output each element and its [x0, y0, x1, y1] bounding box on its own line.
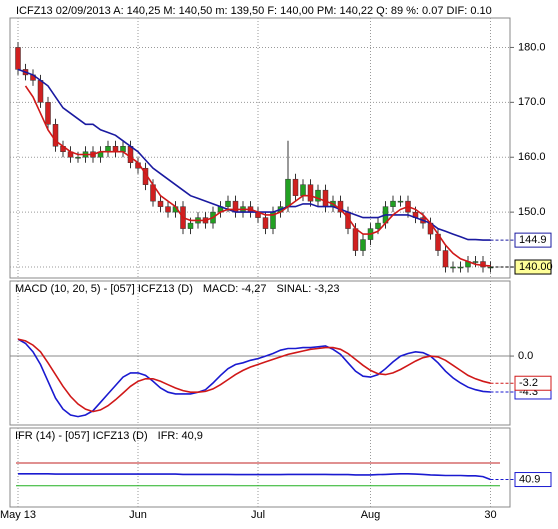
candle-body: [52, 124, 59, 147]
candle-body: [127, 146, 134, 163]
x-tick-label: Jul: [251, 509, 265, 521]
candle-body: [225, 200, 231, 207]
candle-body: [262, 217, 269, 229]
candle-body: [360, 239, 366, 251]
legend-entry: SINAL: -3,23: [276, 283, 339, 295]
x-tick-label: Jun: [129, 509, 147, 521]
legend-entry: MACD: -4,27: [203, 283, 267, 295]
y-tick-label: 180.0: [518, 41, 546, 53]
value-label: 140.00: [519, 261, 553, 273]
candle-body: [375, 222, 381, 229]
candle-body: [472, 261, 479, 263]
candle-body: [457, 266, 464, 269]
x-tick-label: 30: [484, 509, 496, 521]
y-tick-label: 150.0: [518, 206, 546, 218]
value-label: -3.2: [519, 377, 538, 389]
candle-body: [315, 189, 321, 202]
candle-body: [15, 47, 21, 70]
candle-body: [187, 222, 194, 229]
value-label-box: [514, 259, 552, 275]
x-tick-label: Aug: [361, 509, 381, 521]
series-line: [17, 338, 491, 413]
candle-body: [45, 102, 51, 125]
value-label: 40.9: [519, 473, 540, 485]
y-tick-label: 0.0: [518, 350, 533, 362]
candle-body: [285, 178, 291, 207]
legend-entry: IFR: 40,9: [158, 430, 203, 442]
panel-title: MACD (10, 20, 5) - [057] ICFZ13 (D): [15, 283, 193, 295]
series-line: [17, 68, 491, 241]
value-label-box: [514, 232, 552, 248]
candle-body: [75, 156, 81, 159]
candle-body: [390, 200, 396, 207]
panel-title: IFR (14) - [057] ICFZ13 (D): [15, 430, 148, 442]
candle-body: [397, 200, 404, 203]
x-tick-label: May 13: [0, 509, 36, 521]
candle-body: [165, 206, 171, 213]
series-line: [17, 338, 491, 418]
candle-body: [442, 250, 449, 268]
candle-body: [157, 200, 164, 207]
candle-body: [292, 178, 299, 196]
panel-frame: [9, 280, 511, 426]
candle-body: [450, 266, 456, 269]
candle-body: [322, 189, 329, 207]
candle-body: [232, 200, 239, 213]
panel-frame: [9, 427, 511, 508]
candle-body: [352, 228, 359, 251]
value-label-box: [514, 472, 552, 488]
header: ICFZ13 02/09/2013 A: 140,25 M: 140,50 m:…: [16, 5, 492, 17]
candle-body: [37, 80, 44, 103]
candle-body: [307, 184, 314, 202]
series-line: [24, 85, 491, 267]
y-tick-label: 160.0: [518, 151, 546, 163]
value-label: 144.9: [519, 234, 547, 246]
candle-body: [300, 184, 306, 196]
series-line: [18, 473, 491, 481]
y-tick-label: 170.0: [518, 96, 546, 108]
value-label-box: [514, 375, 552, 391]
